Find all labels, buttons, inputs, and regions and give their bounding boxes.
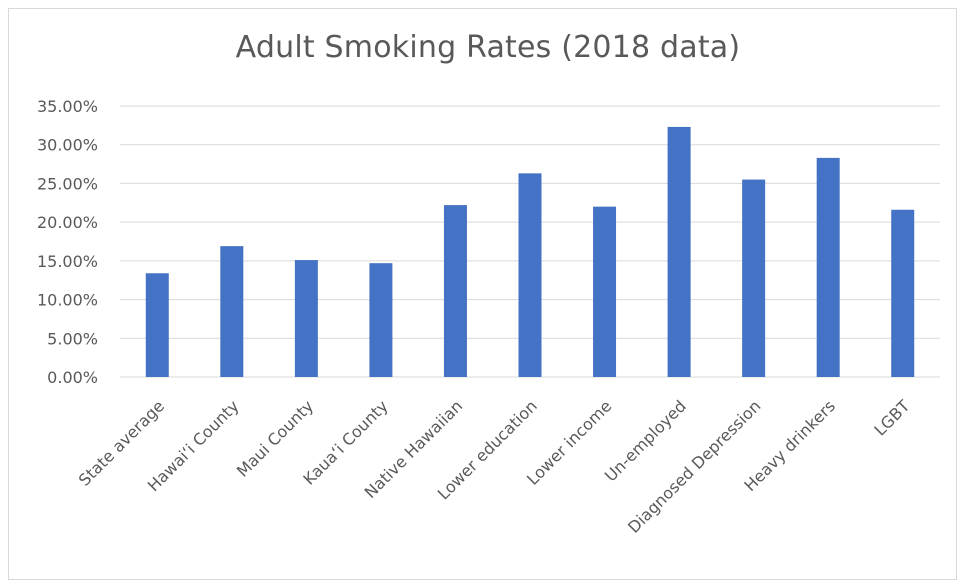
bar [816, 157, 840, 377]
bar [294, 260, 318, 377]
y-tick-label: 10.00% [37, 291, 98, 310]
bar [593, 206, 617, 377]
chart-title: Adult Smoking Rates (2018 data) [235, 30, 741, 65]
y-tick-label: 35.00% [37, 97, 98, 116]
bar [220, 246, 244, 377]
bar [443, 205, 467, 377]
bar [891, 209, 915, 377]
bar [742, 179, 766, 377]
x-tick-label: Maui County [233, 396, 317, 480]
bar [518, 173, 542, 377]
bar [145, 273, 169, 377]
x-tick-label: Diagnosed Depression [624, 396, 764, 536]
y-tick-label: 5.00% [47, 329, 98, 348]
y-tick-label: 20.00% [37, 213, 98, 232]
y-tick-label: 30.00% [37, 136, 98, 155]
y-tick-label: 0.00% [47, 368, 98, 387]
y-axis-ticks: 0.00% 5.00% 10.00% 15.00% 20.00% 25.00% 30.00%… [37, 97, 98, 387]
y-tick-label: 15.00% [37, 252, 98, 271]
y-tick-label: 25.00% [37, 174, 98, 193]
bar [667, 126, 691, 377]
x-tick-label: LGBT [870, 396, 913, 439]
bars [145, 126, 915, 377]
bar [369, 263, 393, 377]
